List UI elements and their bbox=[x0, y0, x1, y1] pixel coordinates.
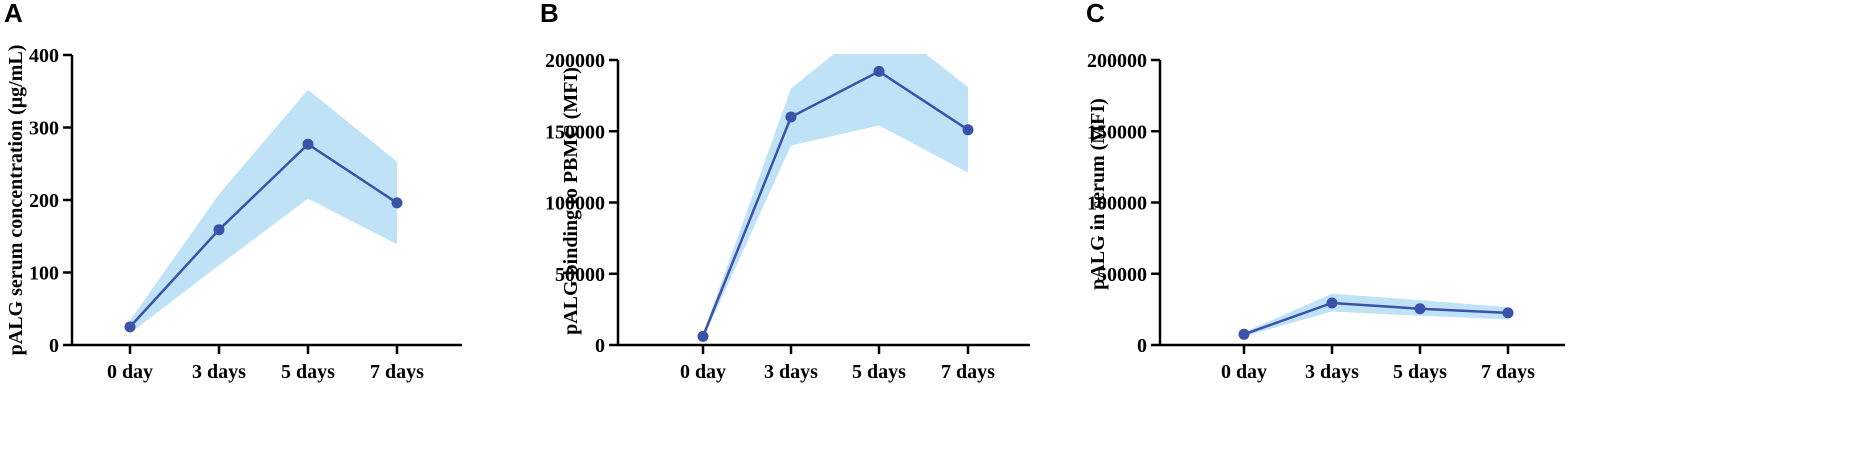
x-tick-label-c: 7 days bbox=[1481, 361, 1535, 383]
y-tick-label-c: 100000 bbox=[1087, 193, 1147, 215]
series-line-b bbox=[701, 69, 969, 337]
y-axis-title-c: pALG in serum (MFI) bbox=[1087, 98, 1109, 290]
y-axis-title-a: pALG serum concentration (μg/mL) bbox=[5, 45, 27, 356]
x-tick-label-b: 7 days bbox=[941, 361, 995, 383]
x-tick-label-b: 5 days bbox=[852, 361, 906, 383]
data-point-a bbox=[302, 138, 314, 150]
panel-b: B pALG binding to PBMC (MFI) 0 50000 10000… bbox=[540, 0, 1030, 383]
y-tick-label-b: 50000 bbox=[555, 264, 605, 286]
y-tick-label-b: 0 bbox=[595, 335, 605, 357]
x-tick-label-b: 3 days bbox=[764, 361, 818, 383]
y-tick-label-a: 200 bbox=[29, 190, 59, 212]
confidence-band-c bbox=[1244, 293, 1508, 337]
y-tick-label-a: 400 bbox=[29, 45, 59, 67]
y-tick-label-b: 100000 bbox=[545, 193, 605, 215]
data-point-a bbox=[213, 224, 225, 236]
x-tick-label-c: 3 days bbox=[1305, 361, 1359, 383]
panel-c: C pALG in serum (MFI) 0 50000 100000 150000… bbox=[1086, 0, 1565, 383]
panel-letter-a: A bbox=[4, 0, 23, 28]
x-tick-label-c: 0 day bbox=[1221, 361, 1267, 383]
series-line-c bbox=[1243, 301, 1509, 336]
y-axis-title-b: pALG binding to PBMC (MFI) bbox=[560, 67, 582, 335]
series-line-a bbox=[129, 142, 398, 328]
confidence-band-a bbox=[130, 89, 397, 334]
panel-letter-c: C bbox=[1086, 0, 1105, 28]
confidence-band-b bbox=[703, 54, 968, 340]
data-point-b bbox=[697, 330, 709, 342]
data-point-c bbox=[1238, 328, 1250, 340]
data-point-a bbox=[124, 321, 136, 333]
data-point-c bbox=[1414, 303, 1426, 315]
data-point-c bbox=[1502, 307, 1514, 319]
y-tick-label-b: 200000 bbox=[545, 50, 605, 72]
data-point-a bbox=[391, 197, 403, 209]
y-tick-label-b: 150000 bbox=[545, 121, 605, 143]
data-point-c bbox=[1326, 297, 1338, 309]
data-point-b bbox=[962, 124, 974, 136]
data-point-b bbox=[873, 65, 885, 77]
panel-letter-b: B bbox=[540, 0, 559, 28]
y-tick-label-a: 0 bbox=[49, 335, 59, 357]
data-point-b bbox=[785, 111, 797, 123]
x-tick-label-a: 0 day bbox=[107, 361, 153, 383]
y-tick-label-c: 150000 bbox=[1087, 121, 1147, 143]
x-tick-label-a: 7 days bbox=[370, 361, 424, 383]
y-tick-label-c: 200000 bbox=[1087, 50, 1147, 72]
y-tick-label-c: 50000 bbox=[1097, 264, 1147, 286]
y-tick-label-a: 300 bbox=[29, 118, 59, 140]
x-tick-label-b: 0 day bbox=[680, 361, 726, 383]
x-tick-label-c: 5 days bbox=[1393, 361, 1447, 383]
panel-a: A pALG serum concentration (μg/mL) 0 100 2… bbox=[4, 0, 462, 383]
x-tick-label-a: 3 days bbox=[192, 361, 246, 383]
x-tick-label-a: 5 days bbox=[281, 361, 335, 383]
y-tick-label-a: 100 bbox=[29, 263, 59, 285]
y-tick-label-c: 0 bbox=[1137, 335, 1147, 357]
